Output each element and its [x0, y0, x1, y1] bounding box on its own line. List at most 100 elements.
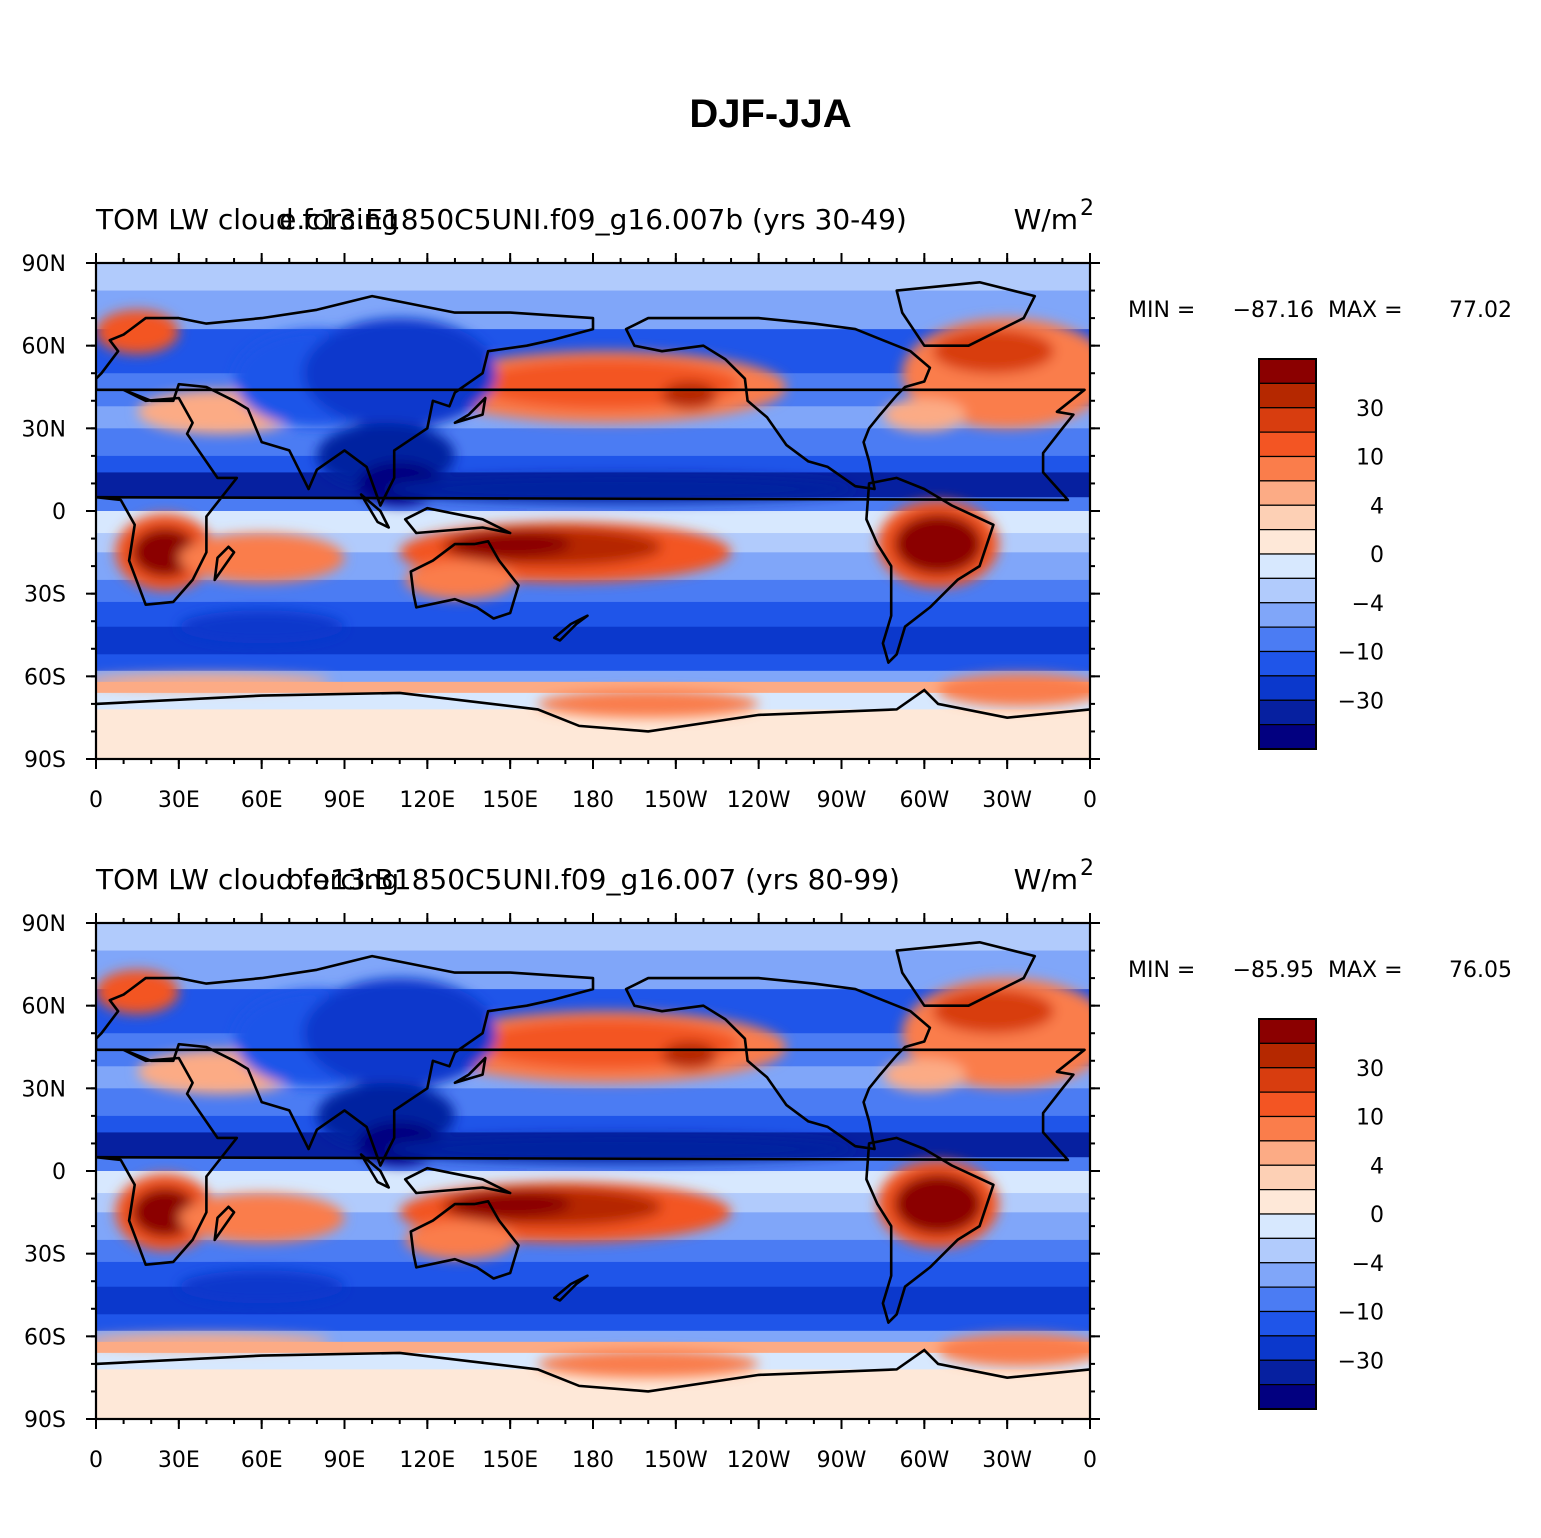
- min-value: −87.16: [1233, 298, 1314, 323]
- coastline: [624, 316, 932, 491]
- lat-tick-label: 90N: [22, 252, 66, 277]
- colorbar-swatch: [1258, 1140, 1317, 1166]
- colorbar-swatch: [1258, 553, 1317, 579]
- lat-tick-label: 0: [52, 1160, 66, 1185]
- colorbar-swatch: [1258, 455, 1317, 482]
- colorbar-label: 4: [1370, 494, 1384, 519]
- lon-tick-label: 90E: [324, 1448, 366, 1473]
- anomaly-region: [662, 381, 718, 410]
- coastline: [895, 941, 1037, 1007]
- left-title: TOM LW cloud forcing: [95, 203, 399, 236]
- lon-tick-label: 0: [1083, 1448, 1097, 1473]
- coastline: [409, 539, 520, 620]
- lon-tick-label: 150W: [644, 1448, 708, 1473]
- colorbar-swatch: [1258, 1164, 1317, 1191]
- coastline: [624, 976, 932, 1151]
- coastlines: [96, 281, 1090, 733]
- field-band: [96, 1341, 1090, 1354]
- colorbar-label: −30: [1338, 689, 1384, 714]
- min-label: MIN =: [1128, 298, 1195, 323]
- anomaly-region: [893, 1173, 983, 1235]
- lat-tick-label: 30N: [22, 417, 66, 442]
- colorbar: 30 10 4 0 −4 −10 −30: [1258, 358, 1384, 750]
- lon-tick-label: 60W: [899, 788, 949, 813]
- units-superscript: 2: [1080, 196, 1094, 221]
- anomaly-region: [178, 610, 345, 644]
- field-band: [96, 1314, 1090, 1332]
- colorbar-label: 0: [1370, 1203, 1384, 1228]
- center-title: e.c13.E1850C5UNI.f09_g16.007b (yrs 30-49…: [279, 203, 907, 236]
- colorbar-label: 30: [1356, 397, 1384, 422]
- anomaly-region: [96, 673, 331, 691]
- coastline: [359, 1153, 391, 1189]
- colorbar-swatch: [1258, 529, 1317, 555]
- min-label: MIN =: [1128, 958, 1195, 983]
- colorbar-swatch: [1258, 699, 1317, 726]
- colorbar-swatch: [1258, 1286, 1317, 1313]
- anomaly-region: [537, 690, 759, 718]
- lon-tick-label: 120E: [399, 788, 455, 813]
- colorbar-swatch: [1258, 650, 1317, 677]
- colorbar-swatch: [1258, 1237, 1317, 1264]
- colorbar-swatch: [1258, 1335, 1317, 1361]
- colorbar-label: 10: [1356, 446, 1384, 471]
- colorbar-swatch: [1258, 1262, 1317, 1288]
- max-label: MAX =: [1328, 958, 1403, 983]
- colorbar-frame: [1258, 1018, 1317, 1410]
- colorbar-swatch: [1258, 480, 1317, 506]
- anomaly-region: [537, 1350, 759, 1378]
- coastline: [359, 493, 391, 529]
- field-band: [96, 1369, 1090, 1419]
- colorbar-swatch: [1258, 724, 1317, 750]
- panel-bottom: 0 30E 60E 90E 120E 150E 180 150W 120W 90W 60W 30W 0 9…: [0, 855, 1541, 1495]
- coastline: [96, 294, 595, 507]
- anomaly-region: [131, 527, 199, 578]
- lat-tick-label: 30S: [24, 1243, 66, 1268]
- field-band: [96, 923, 1090, 952]
- lat-tick-label: 60N: [22, 995, 66, 1020]
- colorbar-label: 30: [1356, 1057, 1384, 1082]
- field-band: [96, 1330, 1090, 1343]
- max-label: MAX =: [1328, 298, 1403, 323]
- field-band: [96, 1239, 1090, 1263]
- lon-tick-label: 180: [572, 788, 614, 813]
- coastline: [213, 1205, 236, 1242]
- anomaly-region: [938, 673, 1090, 707]
- anomaly-region: [882, 1058, 966, 1092]
- coastlines: [96, 941, 1090, 1393]
- lat-tick-label: 0: [52, 500, 66, 525]
- colorbar-swatch: [1258, 577, 1317, 604]
- panel-top: 0 30E 60E 90E 120E 150E 180 150W 120W 90W 60W 30W 0 9…: [0, 195, 1541, 835]
- center-title: b.e13.B1850C5UNI.f09_g16.007 (yrs 80-99): [286, 863, 900, 896]
- colorbar-swatch: [1258, 504, 1317, 531]
- anomaly-region: [96, 969, 179, 1014]
- colorbar-swatch: [1258, 407, 1317, 433]
- coastline: [409, 1199, 520, 1280]
- min-value: −85.95: [1233, 958, 1314, 983]
- shaded-field: [96, 923, 1090, 1419]
- coastline: [96, 954, 595, 1167]
- axis-ticks: [86, 913, 1100, 1429]
- lon-tick-label: 120E: [399, 1448, 455, 1473]
- coastline: [453, 1056, 487, 1085]
- field-band: [96, 654, 1090, 672]
- map-panel-1: 0 30E 60E 90E 120E 150E 180 150W 120W 90W 60W 30W 09…: [22, 196, 1512, 813]
- shaded-field: [96, 263, 1090, 759]
- figure-title: DJF-JJA: [689, 92, 852, 136]
- coastline: [895, 281, 1037, 347]
- lon-tick-label: 150E: [482, 1448, 538, 1473]
- anomaly-region: [385, 1135, 856, 1163]
- field-band: [96, 670, 1090, 683]
- field-band: [96, 1171, 1090, 1194]
- anomaly-region: [882, 398, 966, 432]
- lat-tick-label: 30N: [22, 1077, 66, 1102]
- lon-tick-label: 150E: [482, 788, 538, 813]
- lon-tick-label: 120W: [727, 788, 791, 813]
- colorbar-frame: [1258, 358, 1317, 750]
- field-band: [96, 1157, 1090, 1172]
- colorbar-swatch: [1258, 1115, 1317, 1142]
- units-label: W/m: [1014, 203, 1078, 236]
- lon-tick-label: 90W: [817, 1448, 867, 1473]
- units-superscript: 2: [1080, 856, 1094, 881]
- lon-tick-label: 30W: [982, 788, 1032, 813]
